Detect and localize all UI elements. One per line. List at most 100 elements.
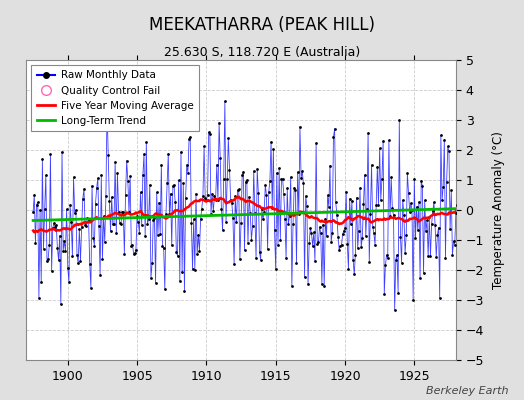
Point xyxy=(112,230,121,236)
Point xyxy=(450,238,458,244)
Point xyxy=(434,224,443,231)
Point xyxy=(110,220,118,227)
Point xyxy=(172,249,181,256)
Point xyxy=(339,231,347,237)
Point xyxy=(67,219,75,226)
Point xyxy=(329,134,337,141)
Point xyxy=(77,258,85,264)
Point xyxy=(171,199,179,206)
Point xyxy=(387,174,396,180)
Point xyxy=(52,222,60,228)
Point xyxy=(104,152,113,159)
Point xyxy=(393,252,401,258)
Point xyxy=(220,176,228,182)
Point xyxy=(297,175,305,181)
Point xyxy=(352,194,361,201)
Point xyxy=(74,260,82,266)
Point xyxy=(73,252,81,258)
Point xyxy=(423,217,431,224)
Point xyxy=(453,202,461,208)
Point xyxy=(188,266,196,272)
Point xyxy=(307,230,315,236)
Y-axis label: Temperature Anomaly (°C): Temperature Anomaly (°C) xyxy=(493,131,506,289)
Point xyxy=(435,294,444,301)
Point xyxy=(310,229,318,236)
Point xyxy=(418,183,427,190)
Point xyxy=(456,204,465,210)
Point xyxy=(45,242,53,249)
Point xyxy=(406,208,414,215)
Point xyxy=(184,169,192,176)
Point xyxy=(366,211,375,218)
Point xyxy=(174,177,183,184)
Point xyxy=(288,283,296,289)
Point xyxy=(182,162,191,168)
Point xyxy=(436,132,445,138)
Point xyxy=(272,170,281,176)
Point xyxy=(413,227,422,234)
Point xyxy=(32,201,41,208)
Point xyxy=(146,182,154,188)
Point xyxy=(397,260,406,266)
Point xyxy=(65,278,73,285)
Point xyxy=(214,197,222,204)
Point xyxy=(313,241,321,247)
Point xyxy=(88,183,96,189)
Point xyxy=(46,151,54,158)
Point xyxy=(162,210,170,217)
Point xyxy=(290,184,298,191)
Point xyxy=(180,287,189,294)
Point xyxy=(323,192,332,198)
Point xyxy=(107,194,116,200)
Point xyxy=(134,219,143,225)
Point xyxy=(53,244,62,251)
Point xyxy=(221,98,229,104)
Point xyxy=(141,233,149,239)
Point xyxy=(92,185,101,191)
Point xyxy=(111,158,119,165)
Point xyxy=(416,275,424,282)
Point xyxy=(320,283,329,289)
Point xyxy=(72,206,80,213)
Point xyxy=(35,294,43,301)
Point xyxy=(132,246,140,253)
Point xyxy=(429,208,437,214)
Point xyxy=(372,202,380,208)
Point xyxy=(378,175,386,182)
Point xyxy=(126,173,134,180)
Point xyxy=(280,191,288,197)
Point xyxy=(114,209,123,215)
Point xyxy=(216,155,224,162)
Point xyxy=(344,266,353,272)
Point xyxy=(238,172,246,178)
Point xyxy=(59,248,68,254)
Point xyxy=(402,232,410,238)
Point xyxy=(365,258,374,265)
Point xyxy=(306,224,314,231)
Point xyxy=(331,125,339,132)
Point xyxy=(400,212,408,218)
Point xyxy=(432,254,441,260)
Point xyxy=(185,136,193,142)
Point xyxy=(284,220,292,227)
Point xyxy=(113,170,122,176)
Point xyxy=(270,227,279,233)
Point xyxy=(407,200,415,206)
Point xyxy=(200,143,208,150)
Point xyxy=(253,166,261,172)
Point xyxy=(205,131,214,138)
Point xyxy=(349,256,357,263)
Point xyxy=(36,206,44,213)
Point xyxy=(304,281,312,287)
Point xyxy=(79,196,87,202)
Point xyxy=(62,206,71,212)
Point xyxy=(230,261,238,268)
Point xyxy=(369,230,378,236)
Point xyxy=(94,175,102,181)
Point xyxy=(346,221,355,228)
Point xyxy=(245,194,253,200)
Point xyxy=(448,252,456,258)
Text: 25.630 S, 118.720 E (Australia): 25.630 S, 118.720 E (Australia) xyxy=(164,46,360,59)
Point xyxy=(165,211,173,217)
Point xyxy=(137,221,146,228)
